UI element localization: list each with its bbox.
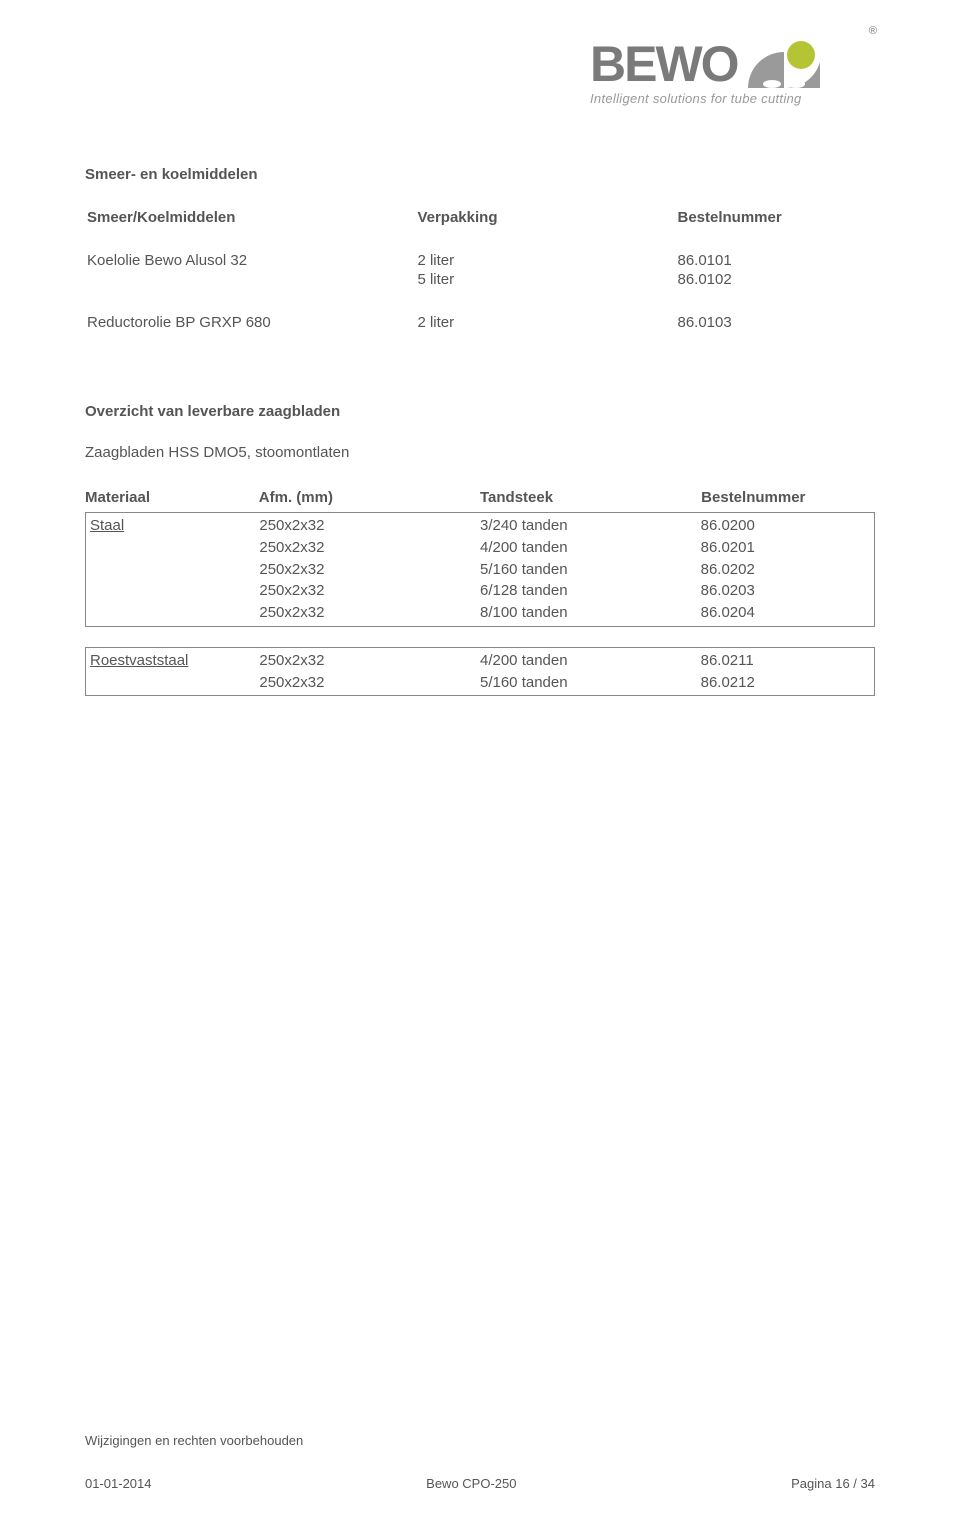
- logo-icon: [748, 40, 820, 88]
- blade-dim: 250x2x32: [259, 602, 480, 624]
- blade-teeth: 5/160 tanden: [480, 559, 701, 581]
- blade-teeth: 3/240 tanden: [480, 515, 701, 537]
- blade-header-row: Materiaal Afm. (mm) Tandsteek Bestelnumm…: [85, 489, 875, 506]
- blade-material: [86, 580, 259, 602]
- lub-cell: 2 liter: [417, 314, 675, 331]
- blade-order: 86.0212: [701, 672, 874, 694]
- blade-dim: 250x2x32: [259, 537, 480, 559]
- logo-text: BEWO: [590, 35, 738, 93]
- blade-dim: 250x2x32: [259, 515, 480, 537]
- logo-tagline: Intelligent solutions for tube cutting: [590, 91, 875, 106]
- lub-cell: Reductorolie BP GRXP 680: [87, 314, 415, 331]
- blade-material: [86, 537, 259, 559]
- blade-dim: 250x2x32: [259, 650, 480, 672]
- lub-cell: 2 liter: [417, 252, 675, 269]
- blade-hdr-dim: Afm. (mm): [259, 489, 480, 506]
- lub-hdr-pack: Verpakking: [417, 209, 675, 250]
- blade-hdr-material: Materiaal: [85, 489, 259, 506]
- blade-dim: 250x2x32: [259, 672, 480, 694]
- lub-cell: Koelolie Bewo Alusol 32: [87, 252, 415, 269]
- blade-order: 86.0201: [701, 537, 874, 559]
- blade-order: 86.0200: [701, 515, 874, 537]
- blade-material: [86, 559, 259, 581]
- blade-order: 86.0211: [701, 650, 874, 672]
- blade-material: [86, 672, 259, 694]
- blade-box-rvs: Roestvaststaal 250x2x32 4/200 tanden 86.…: [85, 647, 875, 697]
- lub-cell: 5 liter: [417, 271, 675, 288]
- blade-teeth: 8/100 tanden: [480, 602, 701, 624]
- blade-hdr-teeth: Tandsteek: [480, 489, 701, 506]
- blade-order: 86.0202: [701, 559, 874, 581]
- footer-product: Bewo CPO-250: [426, 1476, 516, 1491]
- blade-material: Roestvaststaal: [86, 650, 259, 672]
- lubricants-table: Smeer/Koelmiddelen Verpakking Bestelnumm…: [85, 207, 875, 333]
- lub-cell: [87, 271, 415, 288]
- lub-cell: 86.0103: [677, 314, 873, 331]
- blade-order: 86.0203: [701, 580, 874, 602]
- registered-mark: ®: [869, 25, 877, 37]
- footer-page: Pagina 16 / 34: [791, 1476, 875, 1491]
- blades-subheading: Zaagbladen HSS DMO5, stoomontlaten: [85, 444, 875, 461]
- footer-date: 01-01-2014: [85, 1476, 152, 1491]
- footer-disclaimer: Wijzigingen en rechten voorbehouden: [85, 1433, 875, 1448]
- blade-box-staal: Staal 250x2x32 3/240 tanden 86.0200 250x…: [85, 512, 875, 627]
- blades-title: Overzicht van leverbare zaagbladen: [85, 403, 875, 420]
- lub-cell: 86.0101: [677, 252, 873, 269]
- blade-teeth: 6/128 tanden: [480, 580, 701, 602]
- lubricants-title: Smeer- en koelmiddelen: [85, 166, 875, 183]
- blade-teeth: 4/200 tanden: [480, 650, 701, 672]
- blade-material: [86, 602, 259, 624]
- blade-material: Staal: [86, 515, 259, 537]
- blade-teeth: 5/160 tanden: [480, 672, 701, 694]
- logo: ® BEWO Intelligent solutions for tube cu…: [590, 35, 875, 106]
- header-logo: ® BEWO Intelligent solutions for tube cu…: [85, 35, 875, 106]
- blade-dim: 250x2x32: [259, 580, 480, 602]
- blade-teeth: 4/200 tanden: [480, 537, 701, 559]
- blade-dim: 250x2x32: [259, 559, 480, 581]
- blade-hdr-order: Bestelnummer: [701, 489, 875, 506]
- blade-order: 86.0204: [701, 602, 874, 624]
- page-footer: Wijzigingen en rechten voorbehouden 01-0…: [85, 1433, 875, 1491]
- lub-hdr-order: Bestelnummer: [677, 209, 873, 250]
- lub-cell: 86.0102: [677, 271, 873, 288]
- lub-hdr-name: Smeer/Koelmiddelen: [87, 209, 415, 250]
